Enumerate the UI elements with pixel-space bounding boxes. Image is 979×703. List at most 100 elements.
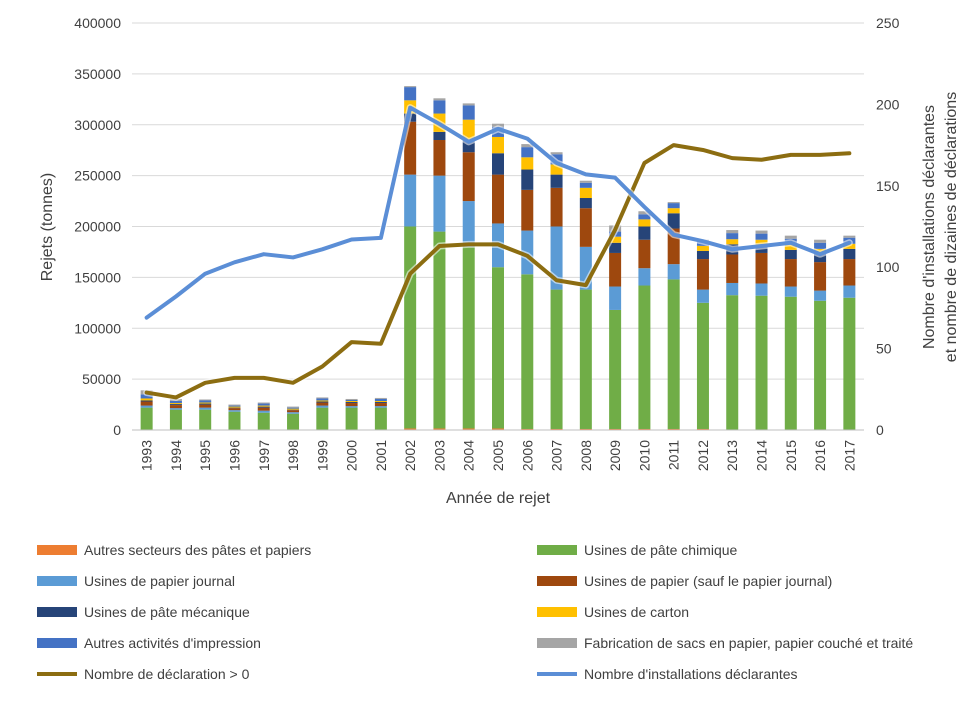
- bar-segment: [638, 268, 651, 286]
- bar-segment: [726, 254, 739, 283]
- bars: [140, 86, 856, 430]
- bar-segment: [287, 407, 300, 409]
- bar-segment: [257, 402, 270, 404]
- x-tick-label: 2005: [490, 440, 506, 471]
- bar-segment: [755, 283, 768, 296]
- bar-segment: [169, 405, 182, 409]
- bar-segment: [433, 98, 446, 101]
- bar-segment: [755, 295, 768, 430]
- bar-segment: [345, 401, 358, 403]
- bar-segment: [433, 131, 446, 141]
- bar-segment: [345, 407, 358, 430]
- bar-segment: [228, 404, 241, 406]
- bar-segment: [521, 144, 534, 148]
- x-tick-label: 2011: [666, 440, 682, 470]
- x-tick-label: 2017: [841, 440, 857, 471]
- bar-segment: [784, 286, 797, 297]
- bar-segment: [550, 174, 563, 188]
- bar-segment: [579, 182, 592, 188]
- bar-segment: [579, 187, 592, 199]
- bar-segment: [755, 230, 768, 234]
- legend-label: Usines de carton: [584, 604, 689, 620]
- bar-segment: [814, 290, 827, 301]
- bar-segment: [199, 402, 212, 404]
- bar-segment: [667, 202, 680, 204]
- x-tick-label: 1997: [256, 440, 272, 471]
- bar-segment: [316, 407, 329, 430]
- bar-segment: [784, 259, 797, 287]
- bar-segment: [169, 404, 182, 406]
- bar-segment: [316, 402, 329, 406]
- x-tick-label: 1998: [285, 440, 301, 471]
- bar-segment: [257, 403, 270, 406]
- bar-segment: [199, 407, 212, 410]
- bar-segment: [199, 404, 212, 408]
- series-line: [144, 143, 852, 400]
- bar-segment: [257, 412, 270, 430]
- x-tick-label: 2000: [344, 440, 360, 471]
- series-line: [144, 105, 852, 320]
- bar-segment: [492, 267, 504, 429]
- bar-segment: [462, 201, 475, 247]
- y2-axis-title-line2: et nombre de dizaines de déclarations: [943, 92, 960, 362]
- bar-segment: [169, 408, 182, 410]
- bar-segment: [140, 401, 153, 406]
- legend-label: Usines de papier (sauf le papier journal…: [584, 573, 832, 589]
- bar-segment: [784, 249, 797, 260]
- bar-segment: [257, 410, 270, 413]
- bar-segment: [843, 297, 856, 430]
- y2-tick-label: 150: [876, 178, 900, 194]
- x-tick-label: 2015: [783, 440, 799, 471]
- legend-swatch: [37, 638, 77, 648]
- bar-segment: [550, 164, 563, 175]
- y-tick-label: 250000: [74, 168, 121, 184]
- x-tick-label: 2001: [373, 440, 389, 471]
- bar-segment: [579, 428, 592, 430]
- x-tick-label: 1993: [139, 440, 155, 471]
- bar-segment: [228, 410, 241, 412]
- bar-segment: [579, 289, 592, 429]
- bar-segment: [667, 213, 680, 229]
- bar-segment: [638, 219, 651, 227]
- bar-segment: [374, 401, 387, 403]
- legend-label: Fabrication de sacs en papier, papier co…: [584, 635, 913, 651]
- bar-segment: [140, 405, 153, 408]
- x-tick-label: 2010: [636, 440, 652, 471]
- bar-segment: [609, 428, 622, 430]
- bar-segment: [257, 407, 270, 411]
- bar-segment: [199, 409, 212, 430]
- bar-segment: [228, 408, 241, 411]
- bar-segment: [404, 174, 417, 227]
- bar-segment: [814, 242, 827, 249]
- bar-segment: [696, 245, 709, 251]
- bar-segment: [550, 152, 563, 155]
- bar-segment: [433, 175, 446, 232]
- bar-segment: [199, 400, 212, 403]
- bar-segment: [814, 300, 827, 430]
- bar-segment: [784, 244, 797, 250]
- bar-segment: [492, 174, 504, 224]
- legend-swatch: [37, 576, 77, 586]
- bar-segment: [345, 402, 358, 404]
- x-tick-label: 2002: [402, 440, 418, 471]
- bar-segment: [140, 398, 153, 401]
- legend-label: Usines de papier journal: [84, 573, 235, 589]
- x-tick-label: 2008: [578, 440, 594, 471]
- bar-segment: [374, 407, 387, 430]
- bar-segment: [550, 289, 563, 429]
- x-tick-label: 2014: [754, 440, 770, 471]
- y2-tick-label: 50: [876, 341, 892, 357]
- x-tick-label: 2006: [519, 440, 535, 471]
- x-tick-label: 1999: [314, 440, 330, 471]
- axes: 0 50000 100000 150000 200000 250000 300000 3500…: [74, 15, 899, 471]
- bar-segment: [638, 428, 651, 430]
- bar-segment: [521, 428, 534, 430]
- bar-segment: [814, 262, 827, 291]
- bar-segment: [169, 403, 182, 405]
- legend-swatch: [37, 545, 77, 555]
- bar-segment: [404, 428, 417, 430]
- bar-segment: [169, 409, 182, 430]
- legend-swatch: [37, 607, 77, 617]
- legend-label: Autres secteurs des pâtes et papiers: [84, 542, 311, 558]
